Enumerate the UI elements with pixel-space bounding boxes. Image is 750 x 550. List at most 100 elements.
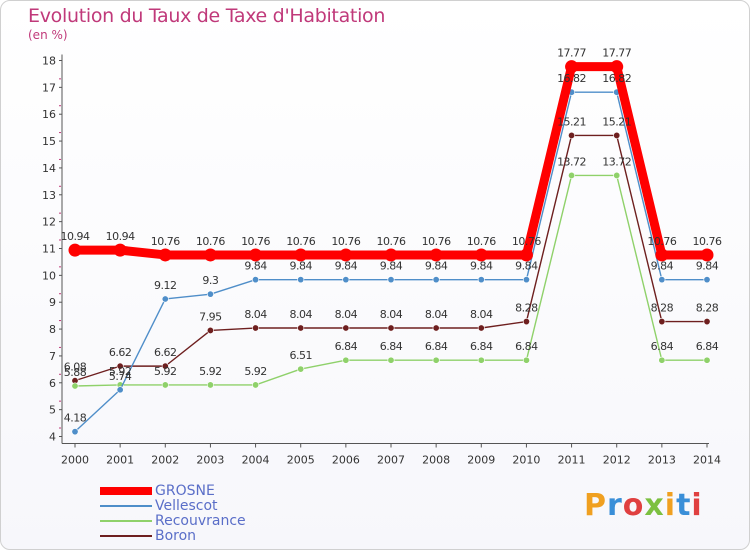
x-tick-label: 2014: [693, 454, 721, 467]
data-label-grosne: 10.76: [422, 235, 451, 248]
data-label-grosne: 10.76: [512, 235, 541, 248]
data-label-grosne: 10.76: [286, 235, 315, 248]
data-point-vellescot: [206, 290, 214, 298]
data-label-recouvrance: 6.51: [289, 349, 312, 362]
data-point-vellescot: [116, 386, 124, 394]
data-point-grosne: [68, 243, 82, 257]
x-tick-label: 2012: [603, 454, 631, 467]
data-point-vellescot: [342, 276, 350, 284]
data-point-grosne: [158, 248, 172, 262]
data-label-boron: 6.62: [154, 346, 177, 359]
data-label-recouvrance: 6.84: [335, 340, 358, 353]
data-point-grosne: [113, 243, 127, 257]
data-point-recouvrance: [658, 356, 666, 364]
x-tick-label: 2004: [242, 454, 270, 467]
data-point-recouvrance: [297, 365, 305, 373]
data-label-grosne: 17.77: [557, 47, 586, 60]
data-label-vellescot: 9.84: [335, 260, 358, 273]
x-tick-label: 2007: [377, 454, 405, 467]
data-point-recouvrance: [477, 356, 485, 364]
x-tick-label: 2011: [558, 454, 586, 467]
y-tick-label: 18: [42, 55, 56, 68]
data-label-grosne: 10.76: [151, 235, 180, 248]
data-point-grosne: [384, 248, 398, 262]
data-label-boron: 8.04: [289, 308, 312, 321]
data-label-vellescot: 4.18: [64, 412, 87, 425]
data-point-vellescot: [252, 276, 260, 284]
x-tick-label: 2000: [61, 454, 89, 467]
legend-swatch: [100, 505, 152, 507]
data-label-recouvrance: 6.84: [425, 340, 448, 353]
data-point-boron: [297, 324, 305, 332]
data-point-recouvrance: [342, 356, 350, 364]
y-tick-label: 10: [42, 269, 56, 282]
data-point-boron: [432, 324, 440, 332]
data-point-recouvrance: [206, 381, 214, 389]
data-label-vellescot: 9.84: [651, 260, 674, 273]
data-point-grosne: [203, 248, 217, 262]
data-label-recouvrance: 6.84: [651, 340, 674, 353]
data-label-recouvrance: 5.92: [244, 365, 267, 378]
data-point-boron: [522, 318, 530, 326]
data-label-vellescot: 9.84: [380, 260, 403, 273]
data-label-grosne: 10.94: [61, 230, 90, 243]
data-label-recouvrance: 5.92: [109, 365, 132, 378]
data-label-boron: 15.21: [602, 115, 631, 128]
data-label-boron: 8.28: [696, 302, 719, 315]
x-tick-label: 2001: [106, 454, 134, 467]
data-point-recouvrance: [387, 356, 395, 364]
data-label-boron: 15.21: [557, 115, 586, 128]
data-point-boron: [387, 324, 395, 332]
x-tick-label: 2009: [467, 454, 495, 467]
data-label-vellescot: 9.84: [244, 260, 267, 273]
data-point-grosne: [655, 248, 669, 262]
data-label-recouvrance: 6.84: [515, 340, 538, 353]
y-tick-label: 14: [42, 162, 56, 175]
y-tick-label: 7: [49, 350, 56, 363]
data-label-recouvrance: 6.84: [696, 340, 719, 353]
data-point-vellescot: [658, 276, 666, 284]
data-label-grosne: 10.76: [196, 235, 225, 248]
data-point-boron: [252, 324, 260, 332]
data-label-vellescot: 9.3: [202, 274, 218, 287]
data-point-boron: [116, 362, 124, 370]
data-point-vellescot: [161, 295, 169, 303]
data-point-grosne: [294, 248, 308, 262]
chart-subtitle: (en %): [28, 28, 68, 42]
x-tick-label: 2005: [287, 454, 315, 467]
data-point-grosne: [474, 248, 488, 262]
y-tick-label: 13: [42, 189, 56, 202]
data-label-grosne: 10.94: [106, 230, 135, 243]
data-label-grosne: 10.76: [241, 235, 270, 248]
legend-swatch: [100, 487, 152, 495]
data-point-recouvrance: [432, 356, 440, 364]
data-label-grosne: 10.76: [647, 235, 676, 248]
data-point-recouvrance: [703, 356, 711, 364]
y-tick-label: 16: [42, 108, 56, 121]
data-label-boron: 8.28: [515, 302, 538, 315]
data-point-grosne: [610, 60, 624, 74]
data-label-grosne: 17.77: [602, 47, 631, 60]
data-label-boron: 8.04: [380, 308, 403, 321]
data-label-recouvrance: 5.88: [64, 366, 87, 379]
x-tick-label: 2002: [151, 454, 179, 467]
data-label-vellescot: 9.12: [154, 279, 177, 292]
data-point-boron: [161, 362, 169, 370]
data-point-recouvrance: [161, 381, 169, 389]
data-label-boron: 6.08: [64, 361, 87, 374]
y-tick-label: 15: [42, 135, 56, 148]
data-point-grosne: [565, 60, 579, 74]
data-point-boron: [613, 131, 621, 139]
data-point-vellescot: [522, 276, 530, 284]
y-tick-label: 4: [49, 431, 56, 444]
data-label-boron: 8.04: [244, 308, 267, 321]
x-tick-label: 2013: [648, 454, 676, 467]
y-tick-label: 9: [49, 296, 56, 309]
x-tick-label: 2006: [332, 454, 360, 467]
data-label-vellescot: 9.84: [696, 260, 719, 273]
legend-label: Recouvrance: [155, 513, 246, 529]
data-point-vellescot: [387, 276, 395, 284]
data-label-grosne: 10.76: [467, 235, 496, 248]
data-point-boron: [703, 318, 711, 326]
data-label-recouvrance: 6.84: [380, 340, 403, 353]
